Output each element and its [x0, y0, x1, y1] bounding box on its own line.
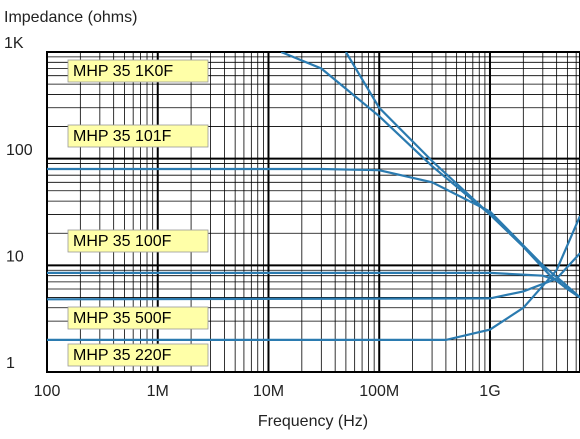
chart-title: Impedance (ohms)	[4, 9, 137, 26]
y-tick-label: 10	[6, 249, 24, 266]
series-label-box	[67, 306, 209, 330]
series-label-box	[67, 343, 209, 367]
series-label: MHP 35 100F	[73, 233, 172, 250]
x-tick-label: 1M	[147, 383, 169, 400]
x-tick-label: 100M	[359, 383, 399, 400]
y-tick-label: 1	[6, 355, 15, 372]
series-line	[47, 252, 580, 301]
series-line	[344, 52, 580, 299]
y-tick-label: 100	[6, 142, 33, 159]
series-label: MHP 35 101F	[73, 128, 172, 145]
plot-frame	[46, 51, 580, 373]
x-tick-label: 1G	[479, 383, 500, 400]
series-label-box	[67, 229, 209, 253]
y-tick-label: 1K	[4, 35, 24, 52]
series-line	[47, 215, 580, 341]
series-label-box	[67, 59, 209, 83]
series-label: MHP 35 500F	[73, 310, 172, 327]
x-tick-label: 10M	[253, 383, 284, 400]
x-tick-label: 100	[34, 383, 61, 400]
series-line	[47, 167, 580, 299]
series-label: MHP 35 220F	[73, 347, 172, 364]
x-axis-label: Frequency (Hz)	[258, 413, 368, 430]
series-line	[47, 271, 580, 299]
series-label-box	[67, 124, 209, 148]
series-label: MHP 35 1K0F	[73, 63, 173, 80]
